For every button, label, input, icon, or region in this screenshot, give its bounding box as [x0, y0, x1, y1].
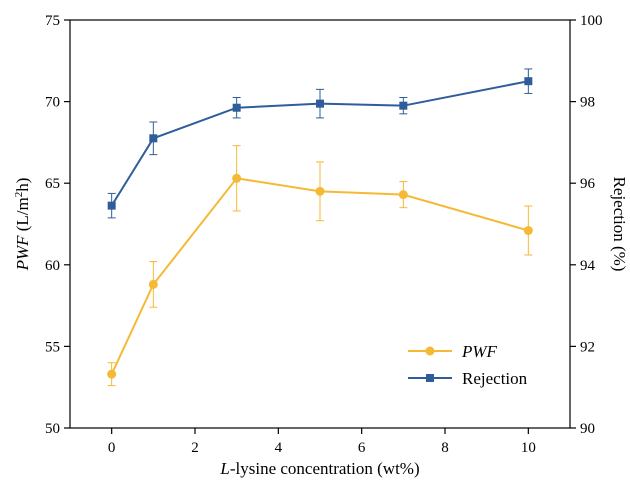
- right-y-axis-title: Rejection (%): [610, 177, 629, 272]
- legend-label-pwf: PWF: [461, 342, 498, 361]
- x-tick-label: 0: [108, 440, 116, 456]
- x-axis-title-italic: L: [219, 459, 229, 478]
- right-y-tick-label: 90: [580, 421, 595, 437]
- data-point-pwf: [523, 226, 533, 236]
- left-y-tick-label: 65: [45, 176, 60, 192]
- left-y-tick-label: 75: [45, 13, 60, 29]
- data-point-rejection: [399, 101, 408, 110]
- right-y-tick-label: 92: [580, 339, 595, 355]
- data-point-rejection: [149, 134, 158, 143]
- x-tick-label: 4: [275, 440, 283, 456]
- left-y-tick-label: 70: [45, 95, 60, 111]
- data-point-rejection: [232, 103, 241, 112]
- x-tick-label: 8: [441, 440, 449, 456]
- right-y-axis-ticks: 90 92 94 96 98 100: [570, 13, 603, 437]
- right-y-tick-label: 98: [580, 95, 595, 111]
- series-rejection: [107, 68, 533, 219]
- series-layer: [107, 68, 533, 387]
- x-axis-title: L-lysine concentration (wt%): [219, 459, 419, 478]
- plot-frame: [69, 19, 571, 429]
- right-y-tick-label: 96: [580, 176, 596, 192]
- data-point-pwf: [107, 369, 117, 379]
- series-line-pwf: [110, 177, 529, 375]
- left-y-tick-label: 55: [45, 339, 60, 355]
- x-axis-ticks: 0 2 4 6 8 10: [108, 428, 536, 456]
- data-point-rejection: [316, 99, 324, 108]
- data-point-pwf: [398, 190, 408, 200]
- left-y-axis-title: PWF (L/m2h): [13, 178, 32, 272]
- series-pwf: [107, 145, 533, 387]
- left-y-axis-title-sup: 2: [13, 192, 25, 198]
- data-point-pwf: [232, 173, 242, 183]
- left-y-axis-title-rest: (L/m: [13, 197, 32, 235]
- data-point-pwf: [148, 279, 158, 289]
- legend-label-rejection: Rejection: [462, 369, 528, 388]
- series-line-rejection: [110, 80, 529, 207]
- left-y-axis-title-end: h): [13, 178, 32, 192]
- left-y-tick-label: 50: [45, 421, 60, 437]
- data-point-pwf: [315, 186, 325, 196]
- left-y-tick-label: 60: [45, 258, 60, 274]
- x-axis-title-rest: -lysine concentration (wt%): [230, 459, 420, 478]
- data-point-rejection: [524, 77, 533, 86]
- x-tick-label: 10: [521, 440, 536, 456]
- legend-marker-pwf: [425, 346, 435, 356]
- left-y-axis-title-italic: PWF: [13, 235, 32, 272]
- right-y-tick-label: 94: [580, 258, 596, 274]
- data-point-rejection: [107, 201, 116, 210]
- x-tick-label: 2: [191, 440, 199, 456]
- left-y-axis-ticks: 50 55 60 65 70 75: [45, 13, 70, 437]
- legend-marker-rejection: [426, 374, 434, 382]
- x-tick-label: 6: [358, 440, 366, 456]
- legend: PWF Rejection: [408, 342, 528, 388]
- right-y-tick-label: 100: [580, 13, 603, 29]
